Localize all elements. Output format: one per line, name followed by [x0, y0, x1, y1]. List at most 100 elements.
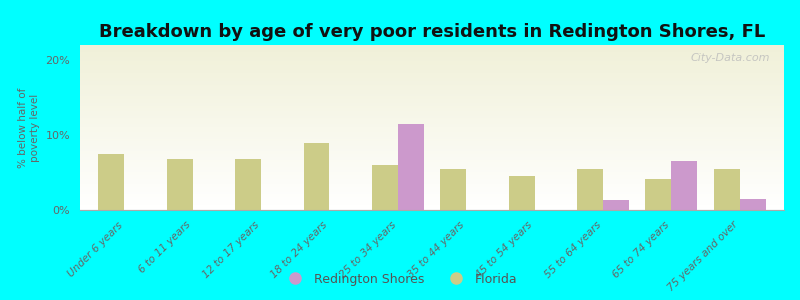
Bar — [80, 169, 784, 170]
Bar — [509, 176, 534, 210]
Bar — [80, 83, 784, 85]
Bar — [80, 88, 784, 89]
Bar — [80, 170, 784, 172]
Bar — [80, 151, 784, 152]
Bar — [603, 200, 629, 210]
Bar — [714, 169, 739, 210]
Y-axis label: % below half of
poverty level: % below half of poverty level — [18, 87, 40, 168]
Bar — [80, 200, 784, 202]
Bar — [646, 178, 671, 210]
Bar — [80, 192, 784, 194]
Bar — [98, 154, 125, 210]
Bar — [80, 108, 784, 109]
Bar — [80, 116, 784, 118]
Bar — [80, 157, 784, 159]
Bar — [80, 203, 784, 205]
Bar — [80, 128, 784, 129]
Bar — [80, 66, 784, 68]
Bar — [80, 202, 784, 203]
Bar — [80, 184, 784, 185]
Bar — [80, 164, 784, 165]
Bar — [80, 182, 784, 184]
Bar — [80, 152, 784, 154]
Bar — [80, 73, 784, 75]
Bar — [398, 124, 424, 210]
Bar — [80, 139, 784, 141]
Bar — [80, 136, 784, 137]
Bar — [80, 118, 784, 119]
Bar — [80, 141, 784, 142]
Bar — [80, 199, 784, 200]
Bar — [80, 205, 784, 207]
Bar — [80, 98, 784, 99]
Bar — [80, 86, 784, 88]
Bar — [235, 159, 261, 210]
Bar — [80, 178, 784, 180]
Bar — [80, 129, 784, 131]
Bar — [80, 91, 784, 93]
Bar — [80, 144, 784, 146]
Bar — [80, 207, 784, 208]
Bar — [80, 131, 784, 132]
Bar — [80, 52, 784, 53]
Bar — [80, 194, 784, 195]
Bar — [80, 147, 784, 149]
Bar — [80, 185, 784, 187]
Bar — [577, 169, 603, 210]
Bar — [303, 142, 330, 210]
Bar — [80, 53, 784, 55]
Bar — [80, 167, 784, 169]
Bar — [80, 187, 784, 188]
Bar — [739, 199, 766, 210]
Bar — [80, 159, 784, 161]
Bar — [80, 177, 784, 178]
Bar — [80, 78, 784, 80]
Bar — [80, 160, 784, 162]
Bar — [671, 161, 697, 210]
Bar — [80, 112, 784, 114]
Bar — [80, 81, 784, 83]
Bar — [80, 195, 784, 197]
Bar — [80, 149, 784, 151]
Bar — [80, 114, 784, 116]
Bar — [80, 142, 784, 144]
Bar — [80, 106, 784, 108]
Bar — [80, 45, 784, 46]
Bar — [167, 159, 193, 210]
Bar — [80, 146, 784, 147]
Bar — [372, 165, 398, 210]
Bar — [80, 46, 784, 48]
Bar — [80, 121, 784, 122]
Bar — [80, 93, 784, 94]
Bar — [80, 175, 784, 177]
Bar — [80, 162, 784, 164]
Bar — [80, 61, 784, 63]
Bar — [80, 75, 784, 76]
Bar — [80, 103, 784, 104]
Bar — [80, 172, 784, 174]
Bar — [80, 132, 784, 134]
Bar — [80, 126, 784, 128]
Text: City-Data.com: City-Data.com — [690, 53, 770, 63]
Bar — [80, 119, 784, 121]
Bar — [80, 70, 784, 71]
Bar — [80, 89, 784, 91]
Bar — [80, 137, 784, 139]
Bar — [80, 124, 784, 126]
Bar — [80, 80, 784, 81]
Bar — [80, 85, 784, 86]
Legend: Redington Shores, Florida: Redington Shores, Florida — [278, 268, 522, 291]
Bar — [80, 197, 784, 199]
Bar — [80, 122, 784, 124]
Title: Breakdown by age of very poor residents in Redington Shores, FL: Breakdown by age of very poor residents … — [99, 23, 765, 41]
Bar — [80, 190, 784, 192]
Bar — [80, 180, 784, 182]
Bar — [80, 50, 784, 52]
Bar — [80, 68, 784, 70]
Bar — [80, 104, 784, 106]
Bar — [80, 111, 784, 112]
Bar — [80, 96, 784, 98]
Bar — [80, 165, 784, 167]
Bar — [80, 208, 784, 210]
Bar — [80, 94, 784, 96]
